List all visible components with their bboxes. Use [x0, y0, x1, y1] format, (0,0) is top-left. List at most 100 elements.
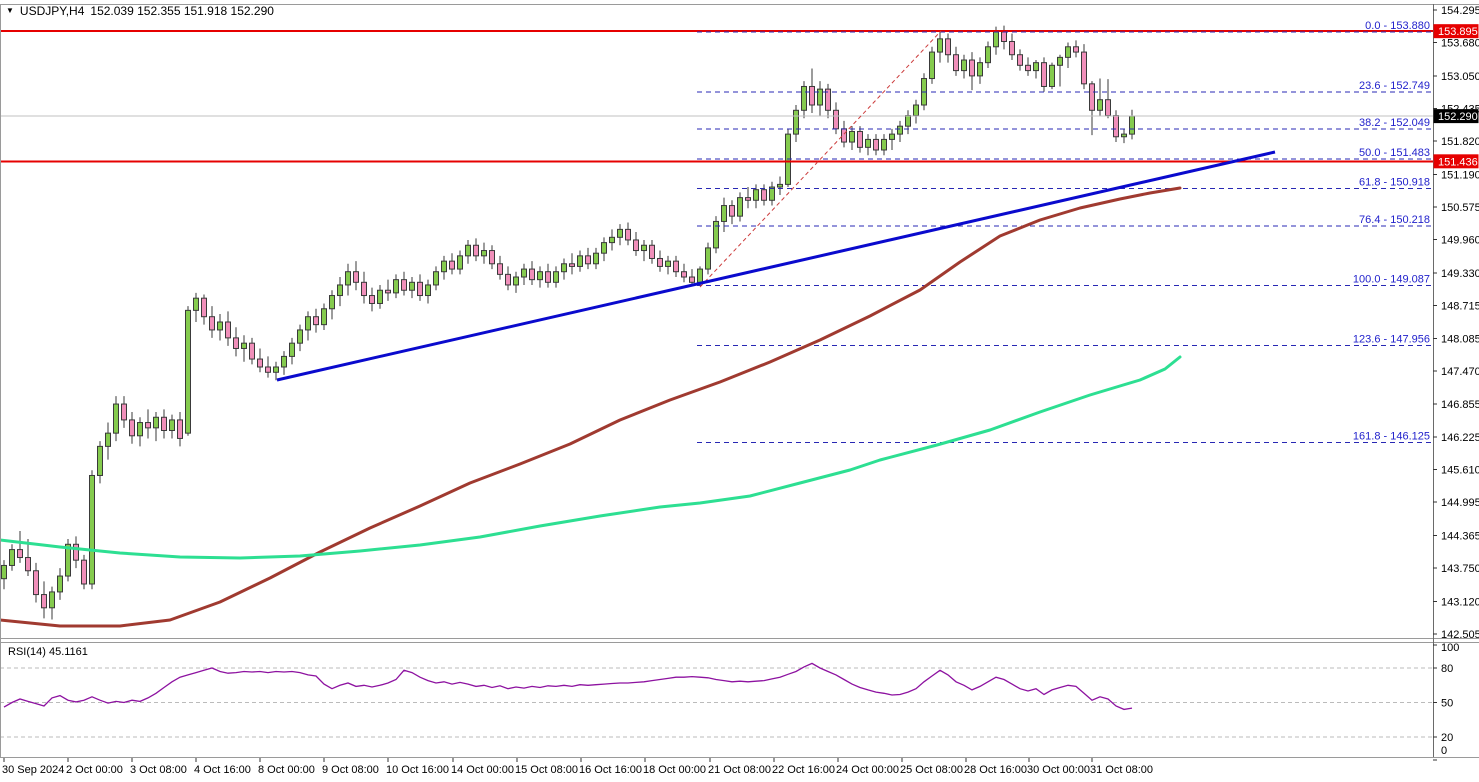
candle — [753, 189, 759, 201]
ohlc-toggle-triangle-icon[interactable]: ▼ — [6, 6, 14, 15]
candle — [505, 273, 511, 286]
svg-text:144.365: 144.365 — [1441, 531, 1479, 543]
candles-series — [1, 25, 1135, 620]
chart-symbol-period: USDJPY,H4 — [19, 4, 85, 18]
svg-text:31 Oct 08:00: 31 Oct 08:00 — [1090, 764, 1153, 776]
svg-text:151.190: 151.190 — [1441, 169, 1479, 181]
candle — [769, 186, 775, 201]
candle — [905, 115, 911, 127]
candle — [673, 260, 679, 273]
candle — [729, 205, 735, 217]
svg-text:23.6 - 152.749: 23.6 - 152.749 — [1359, 80, 1430, 92]
ma-slow-maroon-line[interactable] — [0, 186, 1182, 628]
svg-text:50: 50 — [1441, 698, 1453, 710]
svg-text:9 Oct 08:00: 9 Oct 08:00 — [322, 764, 379, 776]
candle — [185, 309, 191, 434]
candle — [585, 255, 591, 265]
candle — [1041, 62, 1047, 87]
candle — [361, 281, 367, 297]
candle — [449, 260, 455, 270]
candle — [193, 297, 199, 311]
candle — [657, 257, 663, 267]
candle — [577, 255, 583, 267]
candle — [689, 276, 695, 283]
price-axis[interactable]: 154.295153.680153.050152.435151.820151.1… — [1433, 5, 1479, 641]
candle — [481, 250, 487, 257]
candle — [353, 271, 359, 283]
svg-text:2 Oct 00:00: 2 Oct 00:00 — [66, 764, 123, 776]
svg-text:38.2 - 152.049: 38.2 - 152.049 — [1359, 117, 1430, 129]
candle — [521, 268, 527, 278]
rsi-line — [3, 662, 1133, 711]
svg-text:50.0 - 151.483: 50.0 - 151.483 — [1359, 147, 1430, 159]
candle — [553, 271, 559, 283]
svg-text:20: 20 — [1441, 732, 1453, 744]
svg-text:146.855: 146.855 — [1441, 399, 1479, 411]
candle — [329, 295, 335, 310]
candle — [161, 416, 167, 431]
candle — [649, 244, 655, 259]
candle — [145, 422, 151, 429]
candle — [833, 109, 839, 130]
rsi-axis: 100 80 50 200 — [1433, 642, 1459, 761]
rsi-indicator-label: RSI(14) 45.1161 — [8, 646, 88, 658]
candle — [497, 263, 503, 275]
candle — [177, 419, 183, 439]
candle — [113, 403, 119, 434]
candle — [121, 403, 127, 421]
candle — [65, 543, 71, 577]
candle — [721, 205, 727, 222]
candle — [249, 342, 255, 360]
candle — [473, 244, 479, 257]
trendline[interactable] — [276, 150, 1276, 382]
svg-text:22 Oct 16:00: 22 Oct 16:00 — [772, 764, 835, 776]
fibonacci-levels[interactable]: 0.0 - 153.880 23.6 - 152.749 38.2 - 152.04… — [697, 20, 1433, 443]
candle — [937, 38, 943, 53]
candle — [625, 228, 631, 241]
candle — [169, 419, 175, 431]
svg-text:100.0 - 149.087: 100.0 - 149.087 — [1353, 274, 1430, 286]
price-badge: 152.290 — [1433, 109, 1479, 124]
candle — [225, 321, 231, 339]
candle — [345, 271, 351, 286]
candle — [433, 271, 439, 286]
candle — [1097, 99, 1103, 111]
candle — [609, 236, 615, 244]
svg-text:148.715: 148.715 — [1441, 300, 1479, 312]
horizontal-level-lines[interactable] — [0, 30, 1433, 163]
candle — [425, 284, 431, 297]
svg-text:18 Oct 00:00: 18 Oct 00:00 — [643, 764, 706, 776]
svg-text:0.0 - 153.880: 0.0 - 153.880 — [1365, 20, 1430, 32]
price-badge: 151.436 — [1433, 154, 1479, 169]
ma-fast-green-line[interactable] — [0, 355, 1182, 560]
svg-text:61.8 - 150.918: 61.8 - 150.918 — [1359, 177, 1430, 189]
svg-text:145.610: 145.610 — [1441, 465, 1479, 477]
candle — [57, 575, 63, 593]
svg-text:10 Oct 16:00: 10 Oct 16:00 — [386, 764, 449, 776]
svg-text:123.6 - 147.956: 123.6 - 147.956 — [1353, 333, 1430, 345]
svg-text:146.225: 146.225 — [1441, 432, 1479, 444]
candle — [1129, 115, 1135, 135]
fibonacci-diagonal[interactable] — [699, 30, 942, 288]
svg-text:161.8 - 146.125: 161.8 - 146.125 — [1353, 430, 1430, 442]
candle — [1017, 54, 1023, 66]
candle — [897, 125, 903, 135]
candle — [841, 128, 847, 143]
candle — [1113, 115, 1119, 138]
chart-ohlc-values: 152.039 152.355 151.918 152.290 — [90, 4, 274, 18]
candle — [953, 54, 959, 72]
candle — [233, 337, 239, 349]
candle — [1065, 46, 1071, 58]
svg-text:28 Oct 16:00: 28 Oct 16:00 — [964, 764, 1027, 776]
candle — [417, 281, 423, 297]
candle — [561, 263, 567, 273]
svg-text:149.330: 149.330 — [1441, 268, 1479, 280]
candle — [777, 183, 783, 188]
candle — [441, 260, 447, 273]
price-badge: 153.895 — [1433, 24, 1479, 39]
svg-text:153.050: 153.050 — [1441, 71, 1479, 83]
candle — [201, 297, 207, 318]
candle — [457, 255, 463, 270]
time-axis[interactable]: 30 Sep 2024 2 Oct 00:00 3 Oct 08:00 4 Oct 1… — [2, 758, 1153, 776]
